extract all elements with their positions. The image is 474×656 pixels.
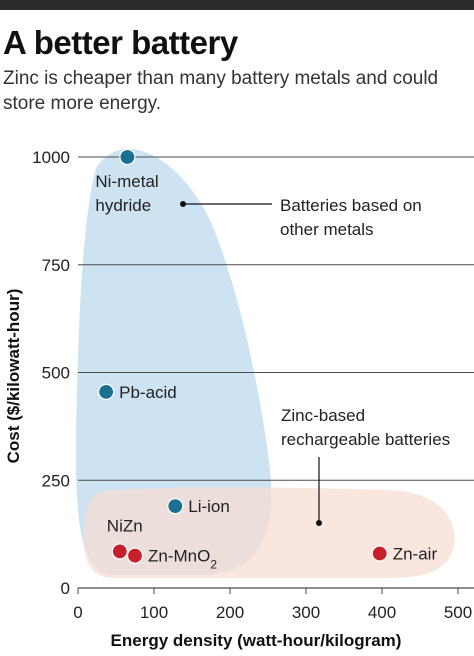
data-point bbox=[98, 383, 115, 400]
chart-subtitle: Zinc is cheaper than many battery metals… bbox=[3, 68, 439, 114]
x-tick-label: 300 bbox=[292, 603, 320, 622]
data-point bbox=[111, 543, 128, 560]
x-tick-label: 0 bbox=[73, 603, 82, 622]
data-point bbox=[167, 498, 184, 515]
point-labels: Ni-metal hydride Pb-acid Li-ion NiZn Zn-MnO2 Z… bbox=[95, 172, 437, 572]
y-tick-label: 0 bbox=[61, 579, 70, 598]
chart-title: A better battery bbox=[3, 24, 238, 61]
zinc-group-label: Zinc-based bbox=[281, 406, 365, 425]
zinc-group-label: rechargeable batteries bbox=[281, 430, 450, 449]
y-tick-label: 500 bbox=[42, 364, 70, 383]
point-label: Zn-air bbox=[393, 545, 438, 564]
other-metals-label: other metals bbox=[280, 220, 374, 239]
point-label: Zn-MnO2 bbox=[148, 547, 217, 572]
other-metals-region bbox=[75, 149, 272, 575]
point-label: hydride bbox=[95, 196, 151, 215]
y-tick-label: 1000 bbox=[32, 148, 70, 167]
point-label: NiZn bbox=[107, 516, 143, 535]
data-points bbox=[98, 148, 388, 564]
y-tick-label: 250 bbox=[42, 471, 70, 490]
group-callouts: Batteries based on other metals Zinc-based… bbox=[180, 196, 450, 526]
x-axis-title: Energy density (watt-hour/kilogram) bbox=[111, 631, 402, 650]
y-tick-label: 750 bbox=[42, 256, 70, 275]
x-tick-label: 200 bbox=[216, 603, 244, 622]
x-tick-label: 500 bbox=[444, 603, 472, 622]
point-label: Ni-metal bbox=[95, 172, 158, 191]
point-label: Li-ion bbox=[188, 497, 230, 516]
x-axis: 0 100 200 300 400 500 bbox=[73, 588, 472, 622]
point-label: Pb-acid bbox=[119, 383, 177, 402]
data-point bbox=[119, 148, 136, 166]
x-tick-label: 400 bbox=[368, 603, 396, 622]
y-axis-title: Cost ($/kilowatt-hour) bbox=[4, 289, 23, 464]
data-point bbox=[371, 545, 388, 562]
x-tick-label: 100 bbox=[140, 603, 168, 622]
callout-dot bbox=[316, 520, 322, 526]
gridlines bbox=[78, 156, 474, 589]
y-axis: 0 250 500 750 1000 bbox=[32, 148, 70, 598]
data-point bbox=[126, 547, 144, 564]
other-metals-label: Batteries based on bbox=[280, 196, 422, 215]
top-rule bbox=[0, 0, 474, 10]
